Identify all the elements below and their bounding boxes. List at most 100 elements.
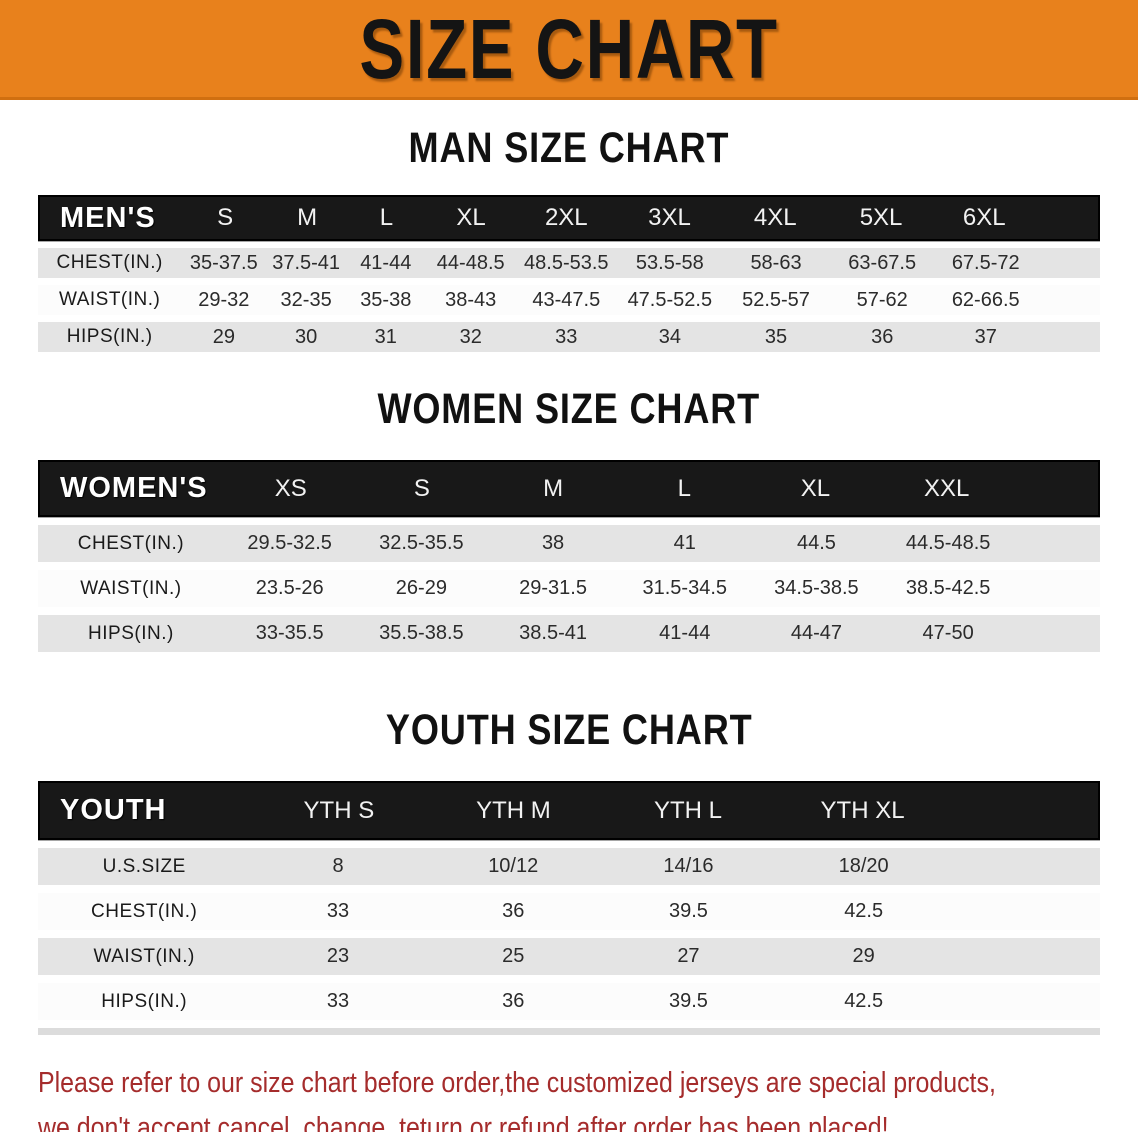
youth-u-s-size-value-yth-s: 8 [332,855,344,877]
women-row-hips-in: HIPS(IN.) 33-35.5 35.5-38.5 38.5-41 41-44 44-… [38,615,1100,652]
men-header-col-s: S [217,204,234,231]
women-header-col-xs: XS [274,474,307,502]
youth-row-u-s-size: U.S.SIZE 8 10/12 14/16 18/20 [38,848,1100,885]
women-row-chest-in: CHEST(IN.) 29.5-32.5 32.5-35.5 38 41 44.5 44.5… [38,525,1100,562]
women-table-header: WOMEN'S XS S M L XL XXL [38,460,1100,517]
men-hips-in-value-s: 29 [212,325,235,348]
women-waist-in-value-m: 29-31.5 [519,577,587,599]
youth-hips-in-value-yth-m: 36 [502,990,525,1012]
youth-size-table: YOUTH YTH S YTH M YTH L YTH XL U.S.SIZE 8 10/12… [38,781,1100,1035]
men-section-heading: MAN SIZE CHART [0,127,1138,170]
youth-hips-in-value-yth-s: 33 [326,990,350,1012]
men-waist-in-value-xl: 38-43 [445,288,497,311]
women-waist-in-value-xl: 34.5-38.5 [774,577,859,599]
size-chart-title: SIZE CHART [359,1,779,96]
women-hips-in-value-s: 35.5-38.5 [379,622,464,644]
men-waist-in-value-2xl: 43-47.5 [532,288,601,311]
youth-row-label-u-s-size: U.S.SIZE [102,855,186,877]
women-header-label: WOMEN'S [60,472,208,504]
women-header-col-xxl: XXL [923,474,970,502]
women-hips-in-value-xxl: 47-50 [922,622,974,644]
men-header-col-5xl: 5XL [859,204,903,231]
men-header-col-m: M [297,204,318,231]
men-row-chest-in: CHEST(IN.) 35-37.5 37.5-41 41-44 44-48.5 48.5… [38,248,1100,278]
women-size-table: WOMEN'S XS S M L XL XXL CHEST(IN.) 29.5-32.5 32.5… [38,460,1100,652]
men-waist-in-value-4xl: 52.5-57 [742,288,810,311]
youth-row-chest-in: CHEST(IN.) 33 36 39.5 42.5 [38,893,1100,930]
women-waist-in-value-s: 26-29 [395,577,447,599]
men-header-label: MEN'S [60,201,156,234]
youth-chest-in-value-yth-xl: 42.5 [844,900,884,922]
men-row-hips-in: HIPS(IN.) 29 30 31 32 33 34 35 36 37 [38,322,1100,352]
men-header-col-xl: XL [456,204,486,231]
youth-header-col-yth-m: YTH M [476,796,551,824]
men-hips-in-value-l: 31 [374,325,397,348]
women-chest-in-value-s: 32.5-35.5 [379,532,464,554]
women-hips-in-value-xl: 44-47 [790,622,843,644]
men-header-col-l: L [379,204,394,231]
women-section-heading-text: WOMEN SIZE CHART [377,385,761,433]
women-waist-in-value-xs: 23.5-26 [255,577,324,599]
youth-u-s-size-value-yth-xl: 18/20 [838,855,889,877]
women-header-col-s: S [413,474,430,502]
men-row-waist-in: WAIST(IN.) 29-32 32-35 35-38 38-43 43-47.5 47.… [38,285,1100,315]
women-chest-in-value-xl: 44.5 [796,532,836,554]
youth-hips-in-value-yth-l: 39.5 [668,990,708,1012]
youth-row-waist-in: WAIST(IN.) 23 25 27 29 [38,938,1100,975]
men-chest-in-value-5xl: 63-67.5 [848,251,917,274]
women-hips-in-value-xs: 33-35.5 [255,622,324,644]
men-header-col-4xl: 4XL [753,204,797,231]
men-header-col-2xl: 2XL [544,204,588,231]
youth-hips-in-value-yth-xl: 42.5 [844,990,884,1012]
youth-row-label-hips-in: HIPS(IN.) [101,990,188,1012]
women-header-col-l: L [677,474,691,502]
men-header-col-3xl: 3XL [648,204,691,231]
youth-header-col-yth-xl: YTH XL [820,796,905,824]
youth-waist-in-value-yth-xl: 29 [852,945,875,967]
men-size-table: MEN'S S M L XL 2XL 3XL 4XL 5XL 6XL CHEST(IN.) 35-37… [38,195,1100,352]
women-header-col-xl: XL [800,474,831,502]
men-waist-in-value-5xl: 57-62 [856,288,908,311]
women-section-heading: WOMEN SIZE CHART [0,388,1138,431]
women-row-waist-in: WAIST(IN.) 23.5-26 26-29 29-31.5 31.5-34.5 34… [38,570,1100,607]
size-chart-banner: SIZE CHART [0,0,1138,100]
men-chest-in-value-s: 35-37.5 [189,251,258,274]
men-chest-in-value-xl: 44-48.5 [436,251,505,274]
men-hips-in-value-5xl: 36 [871,325,894,348]
men-chest-in-value-6xl: 67.5-72 [951,251,1020,274]
women-waist-in-value-l: 31.5-34.5 [642,577,727,599]
men-hips-in-value-2xl: 33 [555,325,578,348]
men-waist-in-value-s: 29-32 [198,288,250,311]
women-row-label-waist-in: WAIST(IN.) [80,577,182,599]
youth-header-col-yth-s: YTH S [303,796,375,824]
women-row-label-hips-in: HIPS(IN.) [88,622,174,644]
men-hips-in-value-3xl: 34 [658,325,681,348]
men-header-col-6xl: 6XL [962,204,1006,231]
youth-section-heading: YOUTH SIZE CHART [0,709,1138,752]
youth-waist-in-value-yth-s: 23 [326,945,350,967]
women-hips-in-value-m: 38.5-41 [519,622,587,644]
men-hips-in-value-m: 30 [295,325,318,348]
men-chest-in-value-2xl: 48.5-53.5 [524,251,609,274]
women-header-col-m: M [543,474,564,502]
men-chest-in-value-4xl: 58-63 [750,251,802,274]
women-row-label-chest-in: CHEST(IN.) [77,532,185,554]
youth-chest-in-value-yth-l: 39.5 [668,900,708,922]
men-row-label-hips-in: HIPS(IN.) [66,326,153,347]
youth-table-header: YOUTH YTH S YTH M YTH L YTH XL [38,781,1100,840]
youth-waist-in-value-yth-l: 27 [677,945,700,967]
men-hips-in-value-4xl: 35 [764,325,788,348]
women-chest-in-value-m: 38 [541,532,565,554]
disclaimer: Please refer to our size chart before or… [38,1061,1100,1132]
men-row-label-waist-in: WAIST(IN.) [58,289,161,310]
men-chest-in-value-l: 41-44 [360,251,412,274]
men-waist-in-value-m: 32-35 [280,288,332,311]
men-chest-in-value-3xl: 53.5-58 [635,251,704,274]
youth-row-hips-in: HIPS(IN.) 33 36 39.5 42.5 [38,983,1100,1020]
youth-waist-in-value-yth-m: 25 [502,945,525,967]
women-waist-in-value-xxl: 38.5-42.5 [905,577,991,599]
men-waist-in-value-6xl: 62-66.5 [951,288,1020,311]
men-waist-in-value-l: 35-38 [360,288,412,311]
disclaimer-line-2: we don't accept cancel, change, teturn o… [38,1111,889,1132]
men-section-heading-text: MAN SIZE CHART [408,124,730,172]
